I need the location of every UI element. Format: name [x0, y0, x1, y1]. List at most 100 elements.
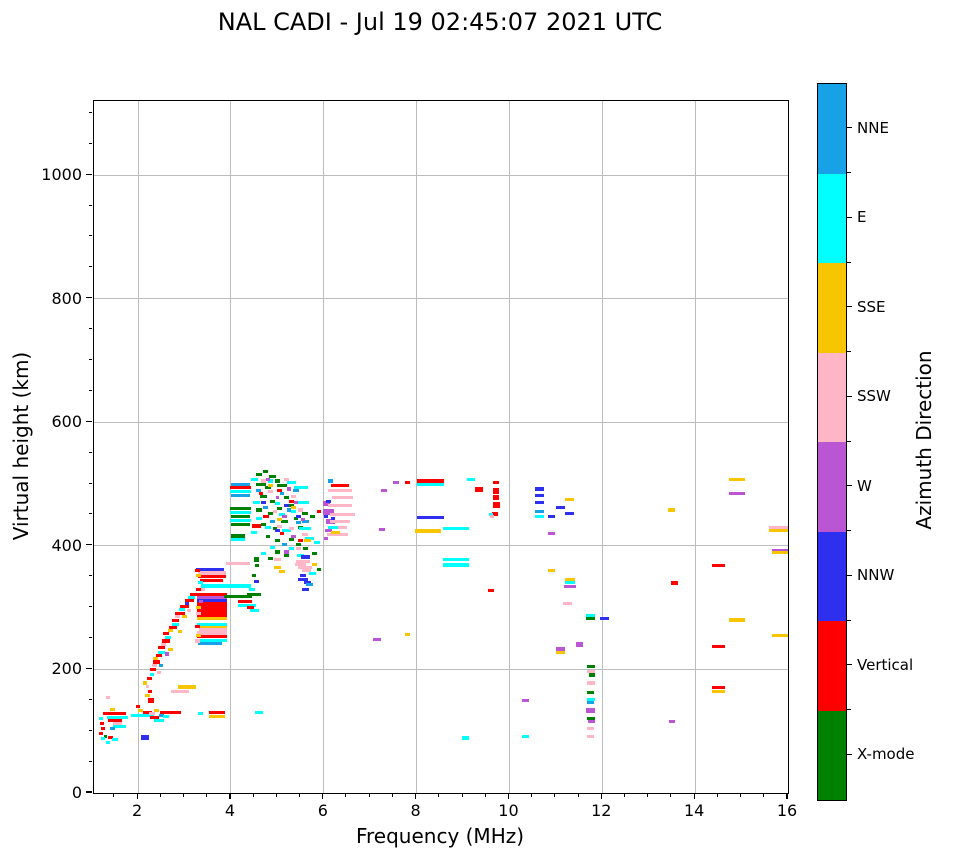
data-point: [535, 509, 544, 513]
data-point: [198, 641, 222, 645]
y-minor-tick: [88, 760, 92, 762]
data-point: [208, 711, 226, 715]
data-point: [298, 539, 303, 543]
x-major-tick: [415, 793, 417, 799]
data-point: [301, 519, 309, 523]
data-point: [288, 499, 294, 503]
x-minor-tick: [554, 793, 556, 797]
data-point: [99, 717, 103, 721]
data-point: [198, 599, 203, 603]
colorbar-tick: [847, 485, 852, 487]
y-minor-tick: [88, 482, 92, 484]
data-point: [586, 664, 595, 668]
data-point: [251, 530, 257, 534]
data-point: [728, 618, 746, 622]
data-point: [186, 609, 192, 613]
data-point: [260, 522, 267, 526]
data-point: [443, 557, 469, 561]
colorbar-minor-tick: [847, 261, 851, 263]
data-point: [586, 717, 595, 721]
data-point: [311, 551, 318, 555]
data-point: [492, 495, 499, 501]
gridline-vertical: [508, 101, 510, 793]
colorbar-tick-label: E: [857, 208, 867, 227]
data-point: [230, 494, 250, 498]
data-point: [254, 711, 263, 715]
data-point: [184, 598, 194, 602]
data-point: [164, 711, 182, 715]
data-point: [150, 667, 156, 671]
data-point: [256, 488, 262, 492]
x-major-tick: [507, 793, 510, 799]
data-point: [190, 592, 198, 596]
data-point: [261, 551, 266, 555]
data-point: [198, 571, 227, 575]
data-point: [535, 515, 544, 519]
data-point: [268, 556, 273, 560]
data-point: [246, 606, 254, 610]
data-point: [179, 607, 185, 612]
y-tick-label: 0: [71, 783, 82, 802]
data-point: [288, 538, 294, 542]
y-tick-label: 1000: [41, 165, 82, 185]
data-point: [195, 639, 200, 643]
data-point: [295, 514, 301, 518]
colorbar-tick-label: Vertical: [857, 655, 914, 674]
data-point: [268, 483, 273, 487]
data-point: [138, 709, 143, 713]
data-point: [168, 625, 178, 629]
data-point: [392, 480, 399, 484]
data-point: [286, 481, 296, 485]
data-point: [565, 497, 575, 502]
data-point: [272, 510, 278, 514]
data-point: [586, 681, 595, 685]
data-point: [284, 477, 289, 481]
data-point: [372, 638, 382, 642]
x-minor-tick: [159, 793, 161, 797]
data-point: [547, 531, 555, 536]
data-point: [564, 577, 575, 581]
colorbar-tick: [847, 216, 852, 218]
data-point: [326, 499, 331, 503]
data-point: [328, 525, 347, 529]
y-axis-label: Virtual height (km): [9, 351, 33, 541]
plot-area: [93, 100, 789, 794]
data-point: [280, 519, 288, 523]
data-point: [275, 528, 280, 532]
data-point: [488, 589, 494, 593]
gridline-vertical: [787, 101, 788, 793]
data-point: [230, 514, 250, 518]
data-point: [668, 508, 676, 512]
data-point: [188, 595, 195, 599]
data-point: [272, 527, 278, 531]
data-point: [256, 482, 266, 486]
data-point: [587, 726, 595, 730]
data-point: [415, 529, 441, 533]
data-point: [575, 642, 583, 648]
data-point: [331, 496, 353, 500]
y-minor-tick: [88, 359, 92, 360]
data-point: [156, 653, 162, 657]
x-minor-tick: [740, 793, 742, 797]
data-point: [152, 664, 157, 668]
data-point: [107, 735, 113, 739]
colorbar-minor-tick: [847, 709, 851, 710]
data-point: [273, 565, 281, 570]
colorbar-minor-tick: [847, 172, 851, 173]
data-point: [378, 527, 385, 531]
data-point: [157, 646, 165, 650]
data-point: [330, 530, 341, 534]
colorbar-segment-w: [818, 442, 846, 532]
data-point: [175, 615, 180, 619]
data-point: [275, 550, 280, 554]
data-point: [195, 569, 200, 573]
data-point: [254, 580, 259, 584]
data-point: [165, 652, 169, 656]
colorbar-minor-tick: [847, 619, 851, 621]
colorbar-tick-label: SSE: [857, 297, 886, 316]
data-point: [223, 594, 252, 599]
data-point: [149, 716, 159, 720]
data-point: [668, 720, 676, 724]
data-point: [177, 629, 183, 633]
data-point: [199, 628, 228, 632]
